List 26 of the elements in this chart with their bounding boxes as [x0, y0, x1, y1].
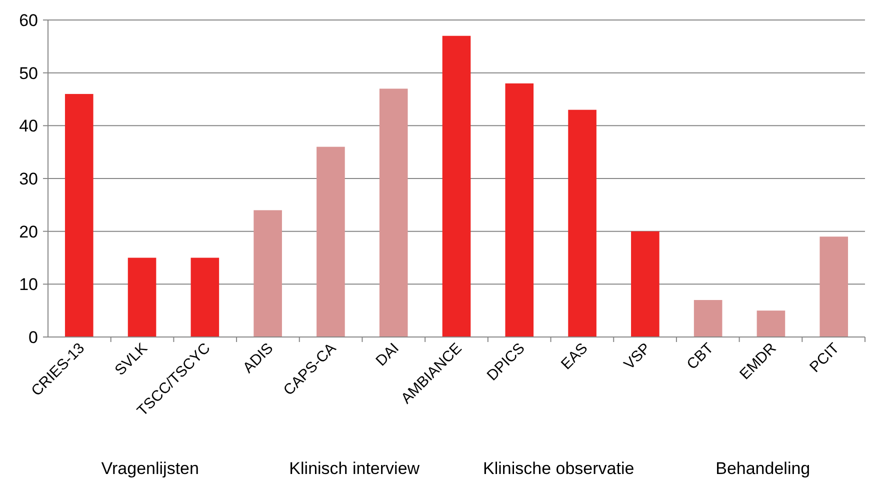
bar [820, 236, 848, 337]
y-tick-label: 50 [19, 64, 38, 83]
x-tick-label: VSP [620, 340, 654, 374]
bar [379, 88, 408, 337]
y-tick-label: 20 [19, 222, 38, 242]
bar [442, 36, 471, 337]
bar [505, 83, 534, 337]
y-tick-label: 60 [19, 10, 38, 30]
text: Vragenlijsten [101, 459, 199, 478]
bar [254, 210, 282, 337]
bar [64, 94, 94, 337]
y-tick-label: 10 [19, 275, 38, 294]
bar [128, 258, 156, 337]
bar [568, 110, 596, 337]
bar [316, 146, 345, 337]
x-tick-label: DAI [372, 340, 402, 370]
text: Klinisch interview [289, 459, 420, 478]
y-tick-label: 30 [19, 169, 38, 188]
bar [756, 310, 786, 337]
text: Behandeling [716, 459, 810, 478]
y-tick-label: 40 [19, 116, 38, 136]
y-tick-label: 0 [28, 328, 38, 347]
bar [694, 300, 722, 337]
bar [631, 231, 660, 337]
text: Klinische observatie [483, 459, 634, 478]
bar [190, 258, 220, 337]
